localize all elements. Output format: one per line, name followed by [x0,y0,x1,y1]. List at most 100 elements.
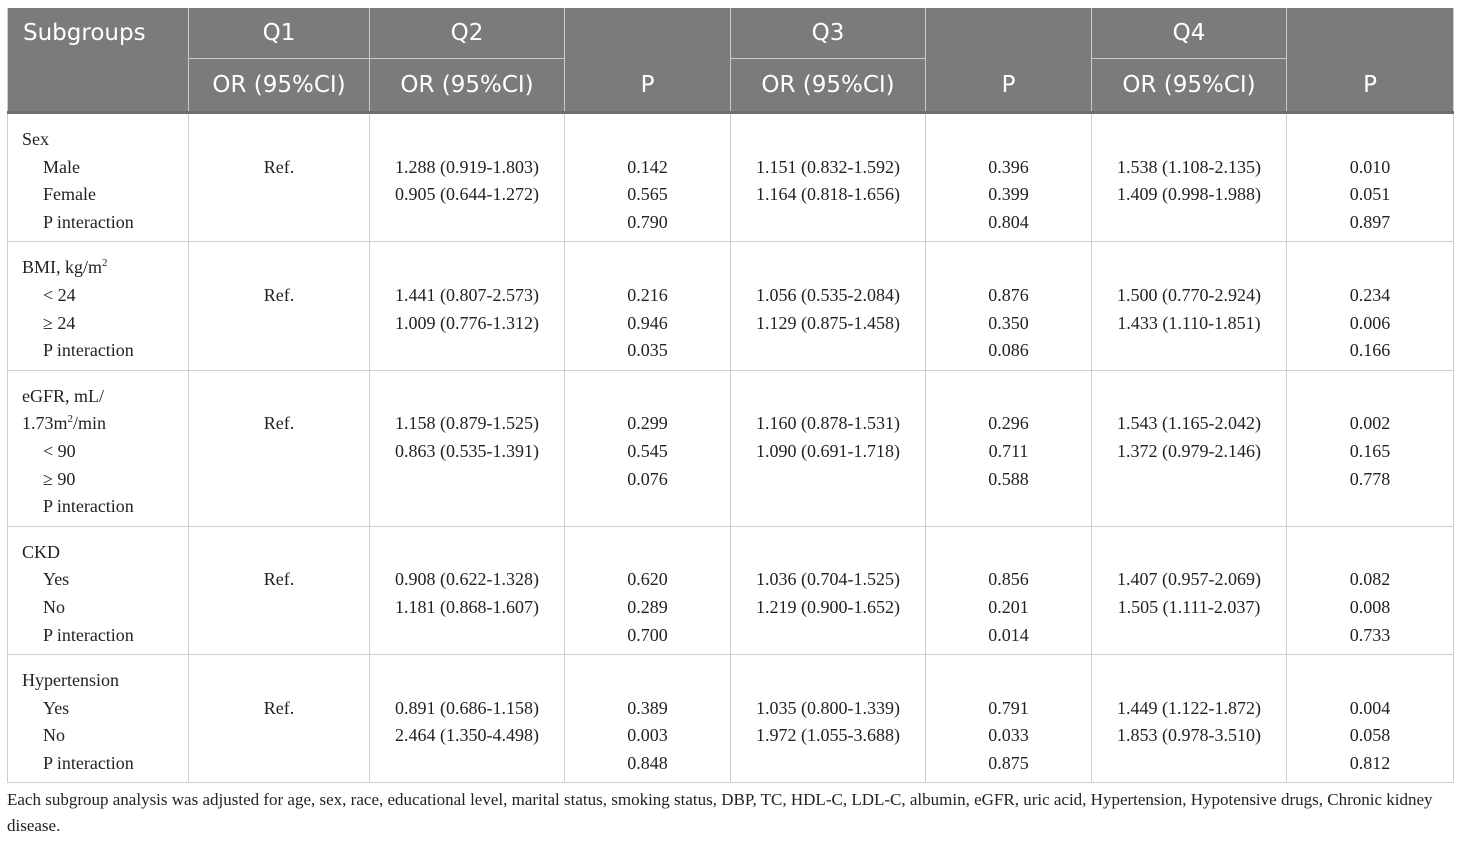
subgroup-label: eGFR, mL/ [22,383,188,411]
subgroup-label: 1.73m2/min [22,410,188,438]
p-value: 0.035 [627,340,668,361]
odds-ratio-value: 1.972 (1.055-3.688) [756,725,900,746]
odds-ratio-value: 1.056 (0.535-2.084) [756,284,900,305]
p-value: 0.812 [1349,752,1391,773]
subgroup-label: No [22,722,188,750]
p-value [565,539,730,567]
cell-q1: Ref. [188,370,370,527]
p-value [926,667,1091,695]
odds-ratio-value: 1.035 (0.800-1.339) [756,697,900,718]
odds-ratio-value: 0.905 (0.644-1.272) [395,184,539,205]
subgroup-label: Yes [22,695,188,723]
subgroup-table-container: Subgroups Q1 Q2 Q3 Q4 OR (95%CI) OR (95%… [7,8,1454,839]
subgroup-label: < 90 [22,438,188,466]
table-footnote: Each subgroup analysis was adjusted for … [7,790,1433,836]
odds-ratio-value: 0.908 (0.622-1.328) [395,569,539,590]
subgroup-label-text: Male [43,156,80,177]
p-value [1287,383,1453,411]
reference-value [189,126,369,154]
p-value: 0.399 [988,184,1029,205]
p-value: 0.166 [1349,340,1391,361]
table-group-row: eGFR, mL/1.73m2/min < 90 ≥ 90 P interaction… [7,370,1454,527]
cell-q1: Ref. [188,112,370,243]
cell-q4-or: 1.500 (0.770-2.924) 1.433 (1.110-1.851) [1091,241,1287,371]
odds-ratio-value: 1.181 (0.868-1.607) [395,596,539,617]
subgroup-label: Yes [22,566,188,594]
reference-value: Ref. [263,697,295,718]
cell-q3-p: 0.876 0.350 0.086 [925,241,1092,371]
odds-ratio-value: 1.409 (0.998-1.988) [1117,184,1261,205]
subgroup-label-cell: eGFR, mL/1.73m2/min < 90 ≥ 90 P interaction [7,370,189,527]
p-value [1287,254,1453,282]
cell-q2-or: 1.441 (0.807-2.573) 1.009 (0.776-1.312) [369,241,565,371]
reference-value [189,667,369,695]
header-q1: Q1 [188,8,370,59]
subgroup-label: Hypertension [22,667,188,695]
subgroup-label: P interaction [22,750,188,778]
p-value: 0.545 [627,440,668,461]
cell-q2-or: 0.908 (0.622-1.328) 1.181 (0.868-1.607) [369,526,565,656]
cell-q3-or: 1.151 (0.832-1.592) 1.164 (0.818-1.656) [730,112,926,243]
p-value: 0.003 [627,725,668,746]
subgroup-label: P interaction [22,493,188,521]
header-q2-or: OR (95%CI) [369,58,565,114]
header-q3: Q3 [730,8,926,59]
p-value: 0.201 [988,596,1029,617]
subgroup-label-cell: Hypertension Yes No P interaction [7,654,189,784]
table-body: Sex Male Female P interaction Ref. 1.288 (0… [7,112,1454,784]
header-blank [7,58,189,114]
p-value [926,254,1091,282]
odds-ratio-value: 1.407 (0.957-2.069) [1117,569,1261,590]
header-q3-or: OR (95%CI) [730,58,926,114]
cell-q1: Ref. [188,241,370,371]
subgroup-label-text: ≥ 24 [43,312,76,333]
odds-ratio-value: 1.433 (1.110-1.851) [1117,312,1261,333]
p-value: 0.165 [1349,440,1391,461]
odds-ratio-value [1092,539,1286,567]
subgroup-label-text: 1.73m [22,413,68,434]
header-q2: Q2 [369,8,565,59]
subgroup-label: Sex [22,126,188,154]
odds-ratio-value: 1.151 (0.832-1.592) [756,156,900,177]
p-value: 0.396 [988,156,1029,177]
p-value: 0.004 [1349,697,1391,718]
p-value [1287,126,1453,154]
odds-ratio-value [370,539,564,567]
p-value [565,667,730,695]
cell-q4-or: 1.543 (1.165-2.042) 1.372 (0.979-2.146) [1091,370,1287,527]
odds-ratio-value [731,254,925,282]
reference-value [189,383,369,411]
header-q2-p: P [564,58,731,114]
p-value [565,383,730,411]
subgroup-label: ≥ 90 [22,466,188,494]
p-value [926,383,1091,411]
header-q3-p-blank [925,8,1092,59]
p-value [1287,539,1453,567]
p-value: 0.008 [1349,596,1391,617]
odds-ratio-value: 1.538 (1.108-2.135) [1117,156,1261,177]
unit-suffix: /min [73,413,107,434]
p-value [926,126,1091,154]
p-value: 0.051 [1349,184,1391,205]
odds-ratio-value: 1.219 (0.900-1.652) [756,596,900,617]
odds-ratio-value [370,126,564,154]
subgroup-label-cell: CKD Yes No P interaction [7,526,189,656]
subgroup-label-text: ≥ 90 [43,468,76,489]
cell-q2-or: 1.288 (0.919-1.803) 0.905 (0.644-1.272) [369,112,565,243]
subgroup-label: P interaction [22,337,188,365]
p-value: 0.006 [1349,312,1391,333]
subgroup-label: Female [22,181,188,209]
odds-ratio-value: 1.009 (0.776-1.312) [395,312,539,333]
subgroup-label-text: P interaction [43,624,134,645]
p-value: 0.804 [988,211,1029,232]
p-value: 0.588 [988,468,1029,489]
p-value: 0.620 [627,569,668,590]
cell-q3-or: 1.160 (0.878-1.531) 1.090 (0.691-1.718) [730,370,926,527]
cell-q4-p: 0.234 0.006 0.166 [1286,241,1454,371]
cell-q4-p: 0.002 0.165 0.778 [1286,370,1454,527]
subgroup-label-text: < 24 [43,284,76,305]
p-value: 0.848 [627,752,668,773]
subgroup-label: Male [22,154,188,182]
reference-value: Ref. [263,569,295,590]
cell-q2-p: 0.620 0.289 0.700 [564,526,731,656]
